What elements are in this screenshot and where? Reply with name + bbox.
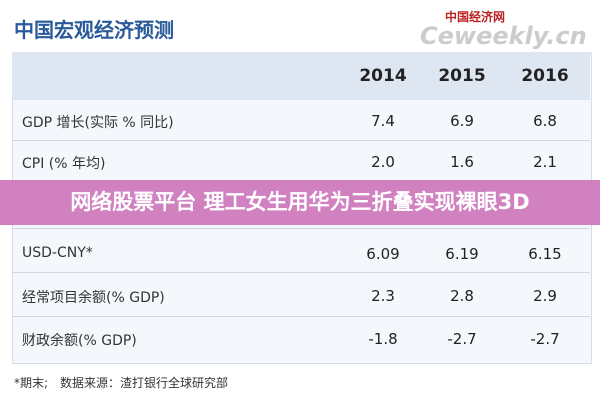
cell: 6.09 bbox=[366, 245, 400, 263]
row-label: 经常项目余额(% GDP) bbox=[22, 290, 165, 306]
cell: 2.3 bbox=[371, 287, 395, 305]
cell: -2.7 bbox=[447, 330, 477, 348]
cell: 6.19 bbox=[445, 245, 479, 263]
cell: 2.8 bbox=[450, 287, 474, 305]
row-label: USD-CNY* bbox=[22, 245, 93, 261]
cell: -1.8 bbox=[368, 330, 398, 348]
column-header: 2016 bbox=[521, 66, 569, 86]
row-label: CPI (% 年均) bbox=[22, 156, 106, 172]
cell: 2.0 bbox=[371, 153, 395, 171]
cell: 6.15 bbox=[528, 245, 562, 263]
footnote: *期末; 数据来源：渣打银行全球研究部 bbox=[14, 376, 229, 390]
cell: 6.9 bbox=[450, 112, 474, 130]
title: 中国宏观经济预测 bbox=[14, 18, 174, 42]
row-rule bbox=[12, 140, 590, 141]
cell: 2.9 bbox=[533, 287, 557, 305]
cell: 2.1 bbox=[533, 153, 557, 171]
cell: 7.4 bbox=[371, 112, 395, 130]
row-rule bbox=[12, 228, 590, 229]
row-label: GDP 增长(实际 % 同比) bbox=[22, 115, 174, 131]
logo-site: Ceweekly.cn bbox=[420, 22, 587, 50]
column-header: 2015 bbox=[438, 66, 486, 86]
column-header: 2014 bbox=[359, 66, 407, 86]
cell: -2.7 bbox=[530, 330, 560, 348]
row-rule bbox=[12, 272, 590, 273]
banner: 网络股票平台 理工女生用华为三折叠实现裸眼3D bbox=[0, 180, 600, 225]
row-label: 财政余额(% GDP) bbox=[22, 333, 137, 349]
row-rule bbox=[12, 316, 590, 317]
table-header bbox=[12, 52, 590, 100]
cell: 6.8 bbox=[533, 112, 557, 130]
cell: 1.6 bbox=[450, 153, 474, 171]
logo: 中国经济网 bbox=[445, 10, 506, 24]
